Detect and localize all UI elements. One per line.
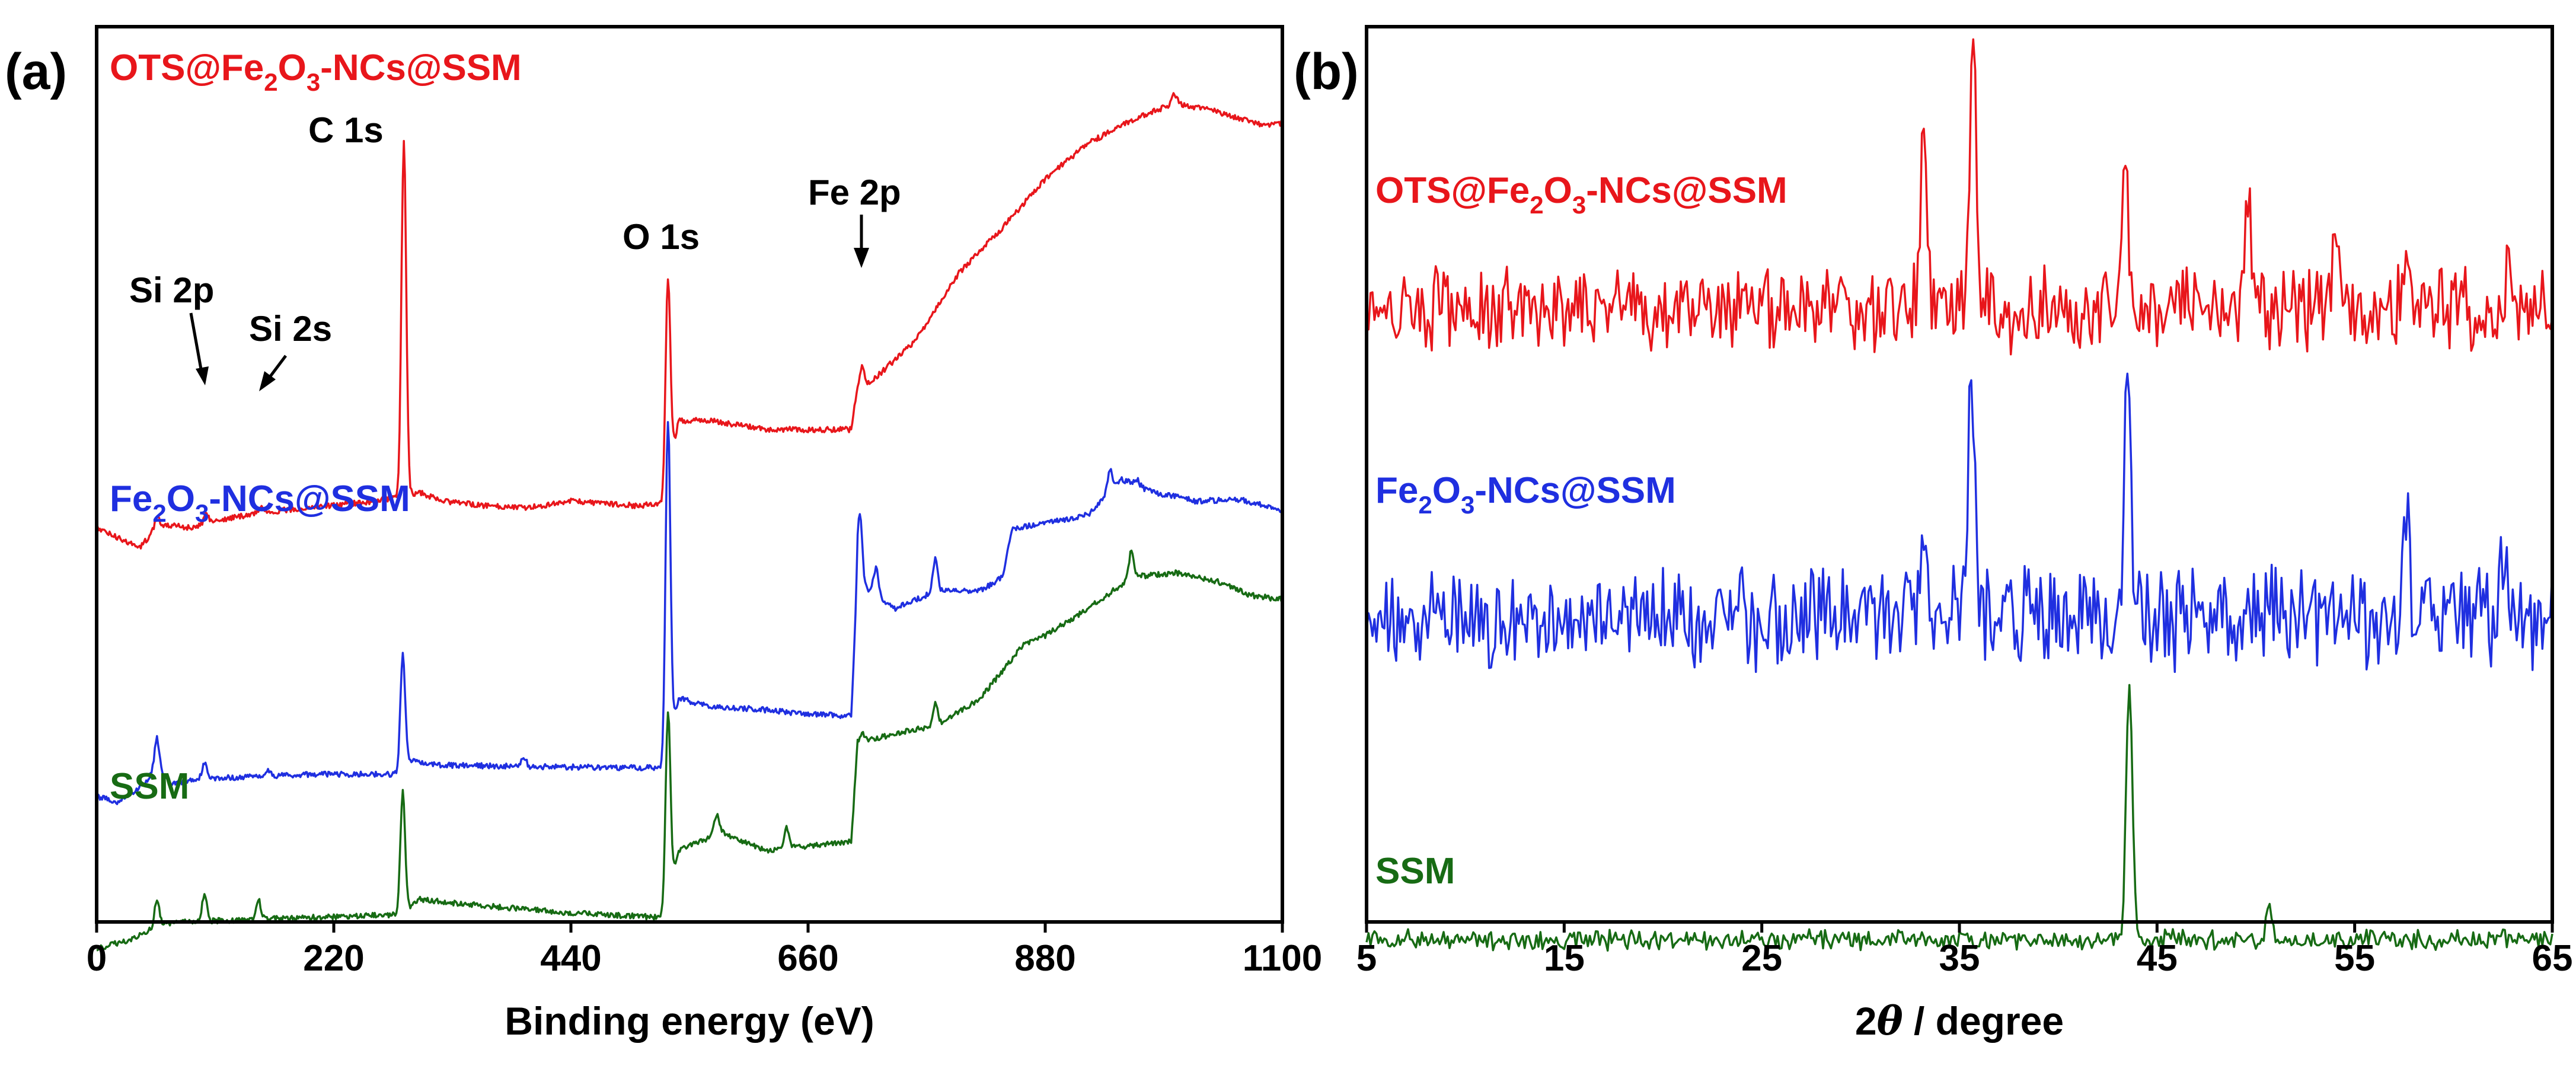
panel-a-x-axis-title: Binding energy (eV) bbox=[505, 999, 874, 1043]
panel-b-x-tick-label: 55 bbox=[2334, 938, 2375, 979]
panel-b-x-axis-title: 2θ / degree bbox=[1855, 998, 2064, 1044]
panel-a-trace-fe2o3 bbox=[95, 421, 1284, 806]
arrow-si2p bbox=[189, 312, 209, 385]
panel-b-x-ticks: 5 15 25 35 45 55 65 bbox=[1356, 922, 2573, 979]
panel-a-trace-ssm bbox=[96, 549, 1283, 952]
panel-b-letter: (b) bbox=[1294, 43, 1359, 100]
panel-a-x-tick-label: 220 bbox=[303, 938, 364, 979]
panel-a-x-tick-label: 1100 bbox=[1243, 938, 1323, 979]
panel-b-series-label-fe2o3: Fe2O3-NCs@SSM bbox=[1375, 470, 1676, 519]
panel-a-x-tick-label: 440 bbox=[540, 938, 601, 979]
panel-b-x-tick-label: 45 bbox=[2137, 938, 2178, 979]
panel-a-letter: (a) bbox=[5, 43, 67, 100]
panel-a-trace-ots bbox=[95, 92, 1284, 550]
arrow-fe2p bbox=[854, 215, 869, 268]
panel-b-x-tick-label: 35 bbox=[1939, 938, 1980, 979]
panel-a-x-tick-label: 660 bbox=[777, 938, 838, 979]
peak-label-fe2p: Fe 2p bbox=[808, 173, 901, 212]
peak-label-si2p: Si 2p bbox=[129, 270, 214, 310]
panel-a-xps-spectrum: (a) 0 220 440 660 880 1100 Binding energy (eV… bbox=[5, 25, 1323, 1043]
arrow-si2s bbox=[259, 355, 287, 391]
panel-b-series-label-ssm: SSM bbox=[1375, 851, 1455, 892]
panel-b-trace-fe2o3 bbox=[1365, 372, 2553, 674]
panel-b-x-tick-label: 25 bbox=[1741, 938, 1782, 979]
panel-b-trace-ots bbox=[1365, 38, 2553, 356]
panel-b-x-tick-label: 65 bbox=[2532, 938, 2573, 979]
panel-b-xrd-pattern: (b) 5 15 25 35 45 55 65 2θ / degree OTS@Fe2O3-… bbox=[1294, 25, 2573, 1044]
panel-b-series-label-ots: OTS@Fe2O3-NCs@SSM bbox=[1375, 170, 1787, 219]
peak-label-c1s: C 1s bbox=[308, 110, 384, 150]
panel-a-x-tick-label: 0 bbox=[87, 938, 107, 979]
panel-a-series-label-ots: OTS@Fe2O3-NCs@SSM bbox=[110, 47, 522, 96]
panel-b-x-tick-label: 15 bbox=[1544, 938, 1585, 979]
peak-label-si2s: Si 2s bbox=[249, 309, 332, 349]
panel-a-series-label-fe2o3: Fe2O3-NCs@SSM bbox=[110, 478, 410, 527]
panel-b-x-tick-label: 5 bbox=[1356, 938, 1377, 979]
panel-a-x-tick-label: 880 bbox=[1014, 938, 1075, 979]
panel-a-series-label-ssm: SSM bbox=[110, 766, 189, 807]
peak-label-o1s: O 1s bbox=[623, 217, 700, 257]
panel-a-traces bbox=[95, 92, 1284, 952]
panel-a-frame bbox=[95, 25, 1284, 924]
panel-a-x-ticks: 0 220 440 660 880 1100 bbox=[87, 922, 1323, 979]
